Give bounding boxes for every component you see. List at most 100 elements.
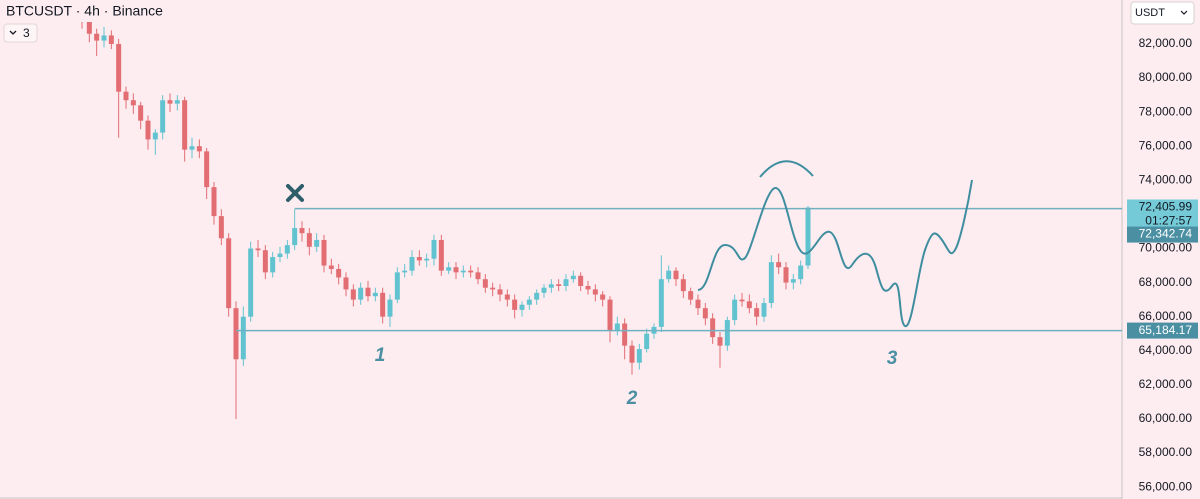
candle-body [86, 20, 92, 34]
candle-body [182, 100, 188, 150]
y-tick-label: 60,000.00 [1139, 411, 1193, 425]
candle-body [556, 284, 562, 286]
candle-body [123, 91, 129, 101]
candle-body [475, 272, 481, 280]
candle-body [453, 267, 459, 273]
candle-body [380, 292, 386, 317]
y-tick-label: 78,000.00 [1139, 104, 1193, 118]
candle-body [644, 333, 650, 350]
candle-body [607, 299, 613, 331]
y-tick-label: 74,000.00 [1139, 172, 1193, 186]
candle-body [255, 248, 261, 251]
candle-body [622, 323, 628, 346]
y-tick-label: 66,000.00 [1139, 309, 1193, 323]
indicator-toggle[interactable] [3, 23, 38, 43]
candle-body [548, 284, 554, 288]
candle-body [365, 287, 371, 297]
candle-body [519, 304, 525, 310]
candle-body [233, 308, 239, 360]
candle-body [409, 257, 415, 271]
candle-body [761, 303, 767, 317]
candle-body [218, 216, 224, 239]
symbol-title: BTCUSDT · 4h · Binance [6, 3, 163, 19]
candle-body [482, 279, 488, 288]
candle-body [314, 239, 320, 247]
candle-body [394, 272, 400, 300]
candle-body [680, 279, 686, 292]
annotation: 1 [375, 345, 386, 366]
candle-body [460, 270, 466, 273]
annotation: 2 [626, 388, 638, 409]
y-tick-label: 62,000.00 [1139, 377, 1193, 391]
candle-body [101, 35, 107, 41]
candle-body [592, 289, 598, 295]
chevron-icon [9, 30, 17, 35]
candle-body [262, 250, 268, 273]
level-price-box [1127, 322, 1198, 339]
candle-body [152, 132, 158, 140]
candle-body [145, 120, 151, 140]
candle-body [563, 279, 569, 286]
candle-body [431, 239, 437, 259]
candle-body [746, 301, 752, 309]
x-mark [286, 184, 304, 202]
candle-body [739, 299, 745, 302]
y-tick-label: 80,000.00 [1139, 70, 1193, 84]
candle-body [768, 262, 774, 304]
candle-body [174, 100, 180, 104]
candle-body [130, 100, 136, 106]
plot [79, 6, 1122, 419]
candle-body [416, 257, 422, 261]
candle-body [270, 257, 276, 273]
candle-body [497, 289, 503, 295]
currency-label: USDT [1135, 7, 1165, 19]
candle-body [512, 299, 518, 310]
candle-body [226, 238, 232, 309]
candle-body [116, 43, 122, 92]
candle-body [578, 275, 584, 286]
candle-body [798, 265, 804, 280]
candle-body [710, 318, 716, 338]
candle-body [321, 239, 327, 266]
arc-drawing [759, 160, 814, 178]
candle-body [468, 270, 474, 273]
candle-body [328, 265, 334, 269]
candle-body [306, 233, 312, 247]
candle-body [402, 270, 408, 273]
candle-body [446, 267, 452, 271]
candle-body [702, 308, 708, 319]
projection-drawing [697, 179, 973, 328]
currency-select[interactable] [1130, 1, 1195, 25]
candle-body [94, 33, 100, 41]
countdown: 01:27:57 [1145, 214, 1192, 228]
candle-body [754, 308, 760, 317]
candle-body [196, 146, 202, 152]
candle-body [240, 316, 246, 360]
candle-body [658, 279, 664, 327]
indicator-count: 3 [23, 26, 30, 40]
candle-body [372, 292, 378, 297]
candle-body [805, 207, 811, 266]
candle-body [790, 279, 796, 283]
last-price-label: 72,405.99 [1139, 200, 1193, 214]
candle-body [776, 262, 782, 268]
candle-body [204, 151, 210, 188]
y-tick-label: 82,000.00 [1139, 36, 1193, 50]
candle-body [732, 299, 738, 321]
candle-body [490, 287, 496, 290]
candle-body [160, 100, 166, 133]
last-price-box [1127, 199, 1198, 230]
candle-body [167, 100, 173, 104]
candle-body [614, 323, 620, 331]
candle-body [688, 291, 694, 300]
level-price-box [1127, 226, 1198, 243]
candle-body [424, 258, 430, 261]
candle-body [541, 287, 547, 293]
candle-body [138, 105, 144, 121]
candle-body [358, 287, 364, 300]
candle-body [277, 253, 283, 258]
candle-body [248, 248, 254, 317]
candle-body [292, 228, 298, 246]
y-tick-label: 70,000.00 [1139, 241, 1193, 255]
